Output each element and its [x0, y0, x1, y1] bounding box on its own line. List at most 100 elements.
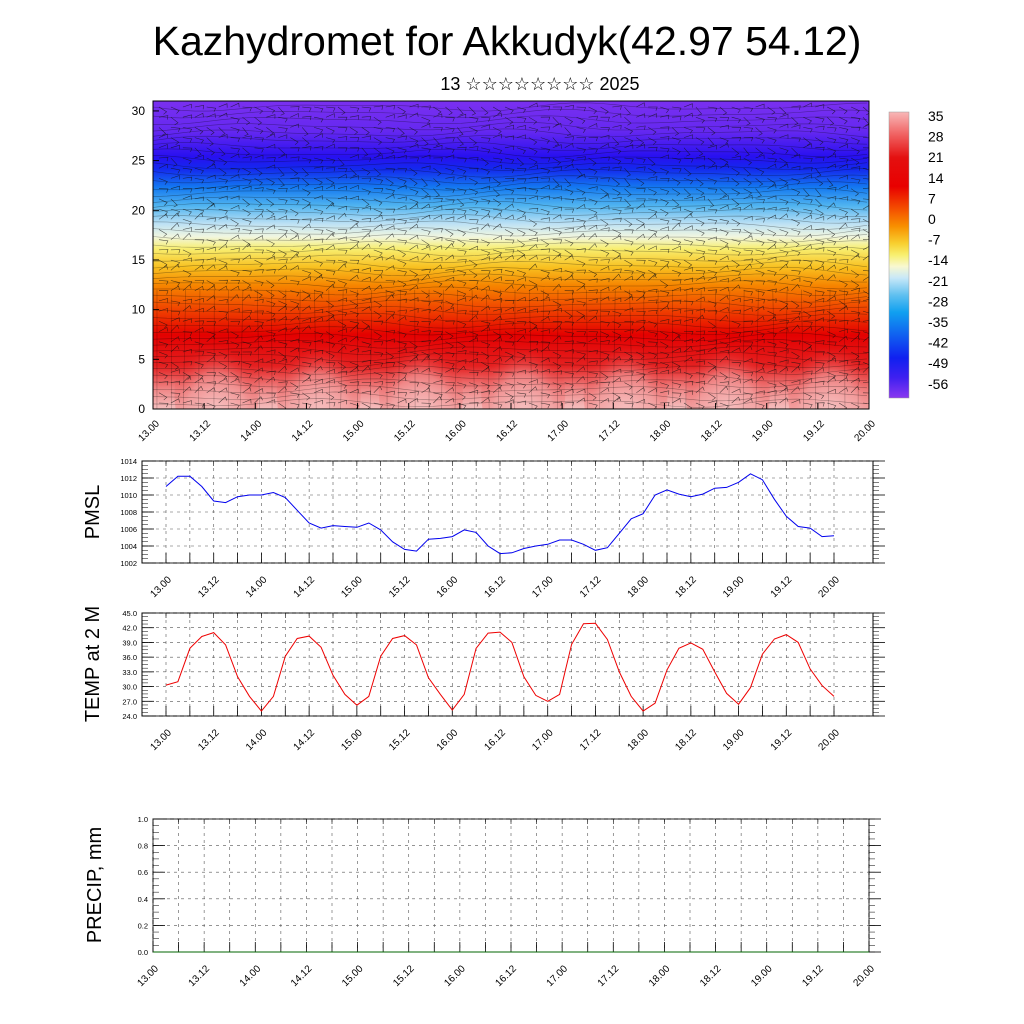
wind-barb — [719, 245, 729, 251]
wind-barb — [779, 106, 787, 116]
wind-barb — [349, 366, 359, 373]
wind-barb — [302, 392, 311, 401]
wind-barb — [839, 137, 849, 144]
wind-barb — [779, 319, 789, 325]
wind-barb — [206, 285, 216, 291]
wind-barb — [695, 380, 706, 386]
wind-barb — [516, 239, 525, 248]
wind-barb — [540, 248, 551, 253]
wind-barb — [326, 270, 336, 276]
contour-line — [398, 289, 401, 409]
x-tick-label: 19.00 — [721, 574, 747, 600]
wind-barb — [242, 382, 252, 388]
wind-barb — [648, 273, 657, 281]
wind-barb — [815, 298, 825, 303]
wind-barb — [695, 106, 703, 116]
wind-barb — [528, 296, 538, 302]
wind-barb — [206, 225, 216, 230]
wind-barb — [349, 402, 359, 409]
wind-barb — [409, 270, 418, 278]
wind-barb — [707, 392, 716, 401]
wind-barb — [469, 382, 479, 389]
wind-barb — [170, 116, 179, 126]
wind-barb — [278, 315, 288, 322]
wind-barb — [755, 305, 765, 312]
x-tick-label: 20.00 — [851, 963, 877, 989]
wind-barb — [803, 378, 813, 383]
wind-barb — [767, 310, 777, 318]
contour-line — [153, 319, 868, 329]
wind-barb — [433, 178, 441, 187]
wind-barb — [695, 116, 705, 124]
wind-barb — [409, 244, 419, 251]
wind-barb — [385, 330, 395, 335]
wind-barb — [588, 208, 598, 216]
wind-barb — [254, 187, 264, 192]
wind-barb — [683, 277, 693, 283]
wind-barb — [624, 198, 631, 208]
wind-barb — [791, 300, 800, 309]
wind-barb — [278, 381, 288, 386]
wind-barb — [839, 215, 848, 221]
wind-barb — [254, 154, 264, 160]
temp-panel: 45.042.039.036.033.030.027.024.013.00 13.… — [82, 606, 885, 753]
wind-barb — [373, 385, 383, 393]
wind-barb — [158, 178, 168, 185]
wind-barb — [695, 270, 706, 275]
wind-barb — [803, 370, 813, 375]
wind-barb — [731, 309, 742, 315]
wind-barb — [409, 137, 419, 145]
wind-barb — [409, 328, 419, 334]
wind-barb — [349, 175, 359, 180]
wind-barb — [683, 390, 694, 395]
wind-barb — [564, 310, 573, 319]
wind-barb — [707, 259, 718, 265]
wind-barb — [719, 355, 729, 363]
wind-barb — [827, 187, 837, 192]
y-tick-label: 42.0 — [122, 624, 137, 633]
wind-barb — [397, 280, 407, 288]
wind-barb — [361, 232, 371, 240]
wind-barb — [528, 237, 539, 242]
wind-barb — [326, 341, 336, 348]
wind-barb — [624, 127, 634, 135]
wind-barb — [648, 157, 656, 167]
wind-barb — [862, 299, 869, 302]
contour-line — [153, 391, 868, 402]
heat-blob — [276, 332, 361, 409]
wind-barb — [755, 270, 765, 277]
wind-barb — [158, 265, 168, 271]
wind-barb — [278, 327, 288, 332]
wind-barb — [313, 357, 323, 363]
wind-barb — [564, 331, 575, 337]
wind-barb — [158, 392, 168, 401]
wind-barb — [815, 104, 825, 109]
wind-barb — [433, 228, 443, 233]
wind-barb — [373, 284, 383, 291]
chart-title: Kazhydromet for Akkudyk(42.97 54.12) — [152, 18, 862, 64]
wind-barb — [540, 310, 551, 315]
wind-barb — [266, 215, 276, 221]
wind-barb — [457, 330, 467, 335]
wind-barb — [373, 116, 382, 125]
wind-barb — [791, 386, 800, 394]
wind-barb — [731, 207, 741, 212]
wind-barb — [719, 349, 729, 355]
wind-barb — [731, 297, 741, 303]
contour-line — [153, 207, 868, 218]
wind-barb — [254, 269, 264, 274]
wind-barb — [433, 245, 443, 251]
wind-barb — [421, 239, 430, 248]
wind-barb — [373, 351, 384, 358]
wind-barb — [851, 317, 860, 323]
wind-barb — [421, 246, 431, 251]
wind-barb — [827, 388, 837, 394]
wind-barb — [242, 198, 250, 207]
wind-barb — [421, 290, 430, 299]
wind-barb — [182, 195, 192, 200]
wind-barb — [791, 259, 801, 264]
wind-barb — [636, 198, 646, 203]
wind-barb — [707, 340, 718, 345]
wind-barb — [314, 157, 324, 164]
wind-barb — [481, 270, 491, 275]
